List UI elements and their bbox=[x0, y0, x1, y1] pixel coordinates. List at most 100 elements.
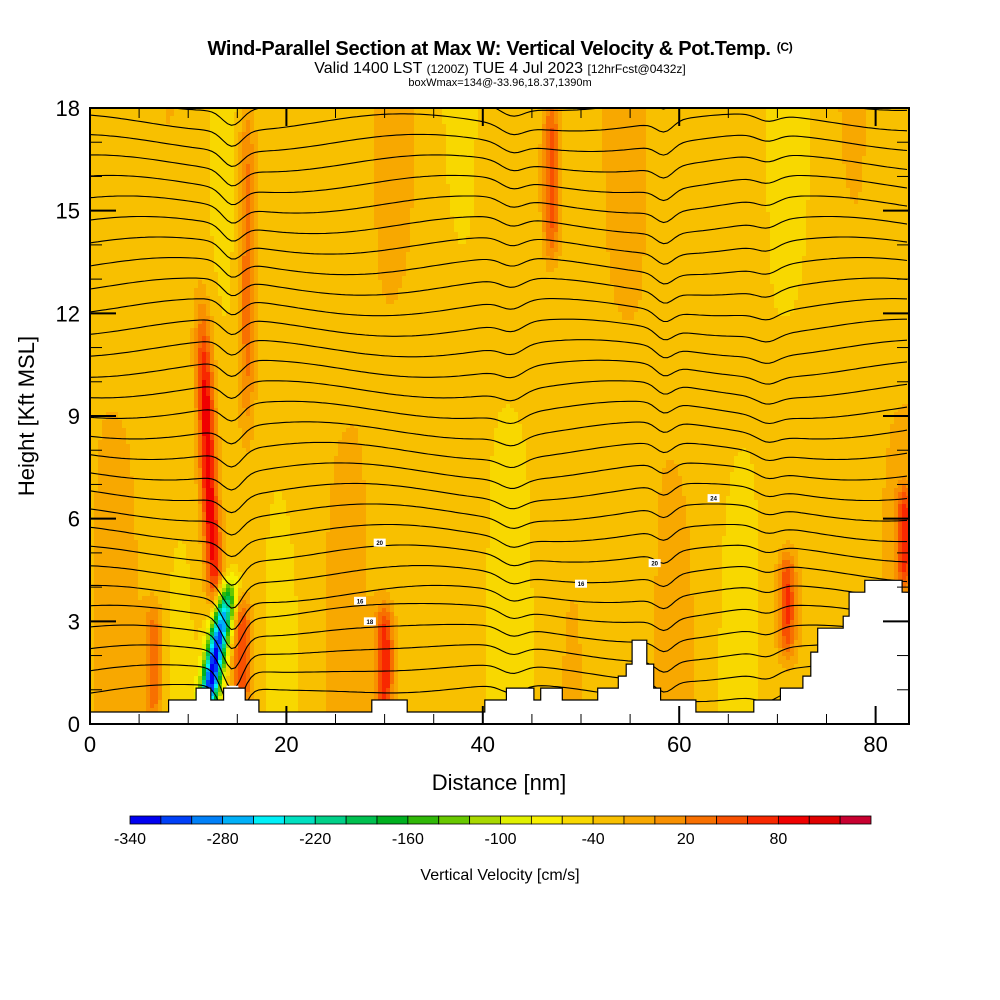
field-cell bbox=[338, 152, 343, 157]
field-cell bbox=[818, 128, 823, 133]
field-cell bbox=[470, 152, 475, 157]
field-cell bbox=[814, 108, 819, 113]
field-cell bbox=[822, 160, 827, 165]
field-cell bbox=[138, 188, 143, 193]
field-cell bbox=[702, 164, 707, 169]
field-cell bbox=[790, 160, 795, 165]
field-cell bbox=[606, 128, 611, 133]
field-cell bbox=[246, 180, 251, 185]
field-cell bbox=[458, 188, 463, 193]
field-cell bbox=[250, 116, 255, 121]
field-cell bbox=[866, 116, 871, 121]
field-cell bbox=[178, 172, 183, 177]
field-cell bbox=[190, 192, 195, 197]
field-cell bbox=[426, 188, 431, 193]
field-cell bbox=[330, 184, 335, 189]
field-cell bbox=[718, 200, 723, 205]
field-cell bbox=[226, 108, 231, 113]
field-cell bbox=[662, 108, 667, 113]
field-cell bbox=[514, 120, 519, 125]
field-cell bbox=[458, 168, 463, 173]
field-cell bbox=[826, 140, 831, 145]
field-cell bbox=[222, 192, 227, 197]
field-cell bbox=[658, 180, 663, 185]
field-cell bbox=[306, 160, 311, 165]
field-cell bbox=[506, 160, 511, 165]
field-cell bbox=[802, 188, 807, 193]
field-cell bbox=[450, 160, 455, 165]
field-cell bbox=[170, 112, 175, 117]
field-cell bbox=[822, 128, 827, 133]
field-cell bbox=[378, 132, 383, 137]
field-cell bbox=[378, 160, 383, 165]
field-cell bbox=[306, 124, 311, 129]
field-cell bbox=[598, 156, 603, 161]
field-cell bbox=[682, 172, 687, 177]
field-cell bbox=[734, 200, 739, 205]
field-cell bbox=[294, 176, 299, 181]
field-cell bbox=[738, 168, 743, 173]
field-cell bbox=[638, 112, 643, 117]
field-cell bbox=[690, 112, 695, 117]
field-cell bbox=[634, 164, 639, 169]
field-cell bbox=[638, 176, 643, 181]
field-cell bbox=[518, 196, 523, 201]
field-cell bbox=[386, 152, 391, 157]
field-cell bbox=[390, 172, 395, 177]
field-cell bbox=[582, 196, 587, 201]
field-cell bbox=[886, 152, 891, 157]
field-cell bbox=[822, 144, 827, 149]
field-cell bbox=[710, 164, 715, 169]
field-cell bbox=[574, 160, 579, 165]
field-cell bbox=[778, 128, 783, 133]
field-cell bbox=[222, 128, 227, 133]
field-cell bbox=[890, 200, 895, 205]
field-cell bbox=[142, 172, 147, 177]
field-cell bbox=[370, 112, 375, 117]
field-cell bbox=[726, 144, 731, 149]
field-cell bbox=[906, 184, 909, 189]
field-cell bbox=[734, 184, 739, 189]
field-cell bbox=[602, 112, 607, 117]
field-cell bbox=[858, 176, 863, 181]
field-cell bbox=[198, 152, 203, 157]
field-cell bbox=[830, 164, 835, 169]
field-cell bbox=[518, 132, 523, 137]
field-cell bbox=[766, 168, 771, 173]
field-cell bbox=[702, 160, 707, 165]
field-cell bbox=[210, 184, 215, 189]
field-cell bbox=[506, 176, 511, 181]
field-cell bbox=[102, 204, 107, 209]
field-cell bbox=[750, 112, 755, 117]
field-cell bbox=[110, 128, 115, 133]
field-cell bbox=[394, 152, 399, 157]
field-cell bbox=[890, 176, 895, 181]
field-cell bbox=[370, 172, 375, 177]
field-cell bbox=[474, 116, 479, 121]
field-cell bbox=[146, 152, 151, 157]
field-cell bbox=[178, 136, 183, 141]
field-cell bbox=[774, 144, 779, 149]
field-cell bbox=[806, 128, 811, 133]
field-cell bbox=[786, 184, 791, 189]
field-cell bbox=[622, 140, 627, 145]
field-cell bbox=[806, 108, 811, 113]
field-cell bbox=[642, 188, 647, 193]
field-cell bbox=[738, 156, 743, 161]
field-cell bbox=[146, 108, 151, 113]
field-cell bbox=[886, 168, 891, 173]
field-cell bbox=[166, 136, 171, 141]
field-cell bbox=[854, 144, 859, 149]
field-cell bbox=[326, 176, 331, 181]
field-cell bbox=[498, 128, 503, 133]
field-cell bbox=[438, 184, 443, 189]
field-cell bbox=[214, 172, 219, 177]
field-cell bbox=[530, 164, 535, 169]
field-cell bbox=[358, 204, 363, 209]
field-cell bbox=[354, 124, 359, 129]
field-cell bbox=[262, 196, 267, 201]
field-cell bbox=[254, 204, 259, 209]
field-cell bbox=[406, 160, 411, 165]
field-cell bbox=[334, 124, 339, 129]
field-cell bbox=[858, 140, 863, 145]
